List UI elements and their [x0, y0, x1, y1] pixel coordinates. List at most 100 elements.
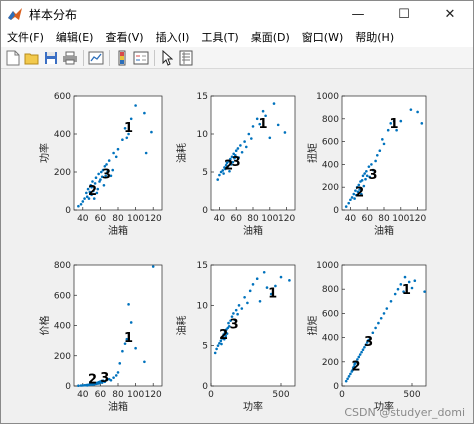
data-point	[221, 335, 225, 339]
cluster-label: 2	[355, 185, 364, 200]
x-tick-label: 120	[145, 214, 162, 224]
data-point	[90, 185, 93, 189]
axes-box	[341, 264, 427, 387]
data-point	[106, 170, 109, 174]
data-point	[268, 136, 272, 140]
title-bar[interactable]: 样本分布 — ☐ ✕	[1, 1, 473, 27]
data-point	[344, 379, 348, 383]
data-point	[396, 287, 400, 291]
cluster-label: 3	[102, 168, 111, 183]
data-point	[125, 337, 129, 341]
data-point	[234, 149, 238, 153]
data-point	[233, 318, 237, 322]
data-point	[112, 376, 115, 379]
open-file-icon[interactable]	[23, 49, 41, 67]
data-point	[229, 163, 233, 166]
data-point	[243, 140, 246, 143]
data-point	[107, 159, 111, 162]
y-tick-label: 0	[333, 206, 339, 216]
y-tick-label: 200	[54, 352, 71, 362]
data-point	[229, 157, 232, 161]
data-point	[143, 111, 146, 115]
data-point	[357, 183, 361, 187]
data-point	[389, 122, 393, 125]
data-point	[353, 197, 356, 200]
data-point	[361, 174, 365, 178]
minimize-button[interactable]: —	[351, 6, 365, 22]
x-tick-label: 100	[127, 390, 144, 400]
link-plot-icon[interactable]	[87, 49, 105, 67]
data-point	[103, 380, 107, 384]
data-point	[123, 127, 127, 130]
maximize-button[interactable]: ☐	[398, 6, 410, 22]
data-point	[221, 169, 225, 172]
y-tick-label: 800	[322, 115, 339, 125]
figure-toolbar	[1, 47, 473, 69]
data-point	[121, 138, 124, 141]
y-tick-label: 5	[202, 342, 208, 352]
data-point	[99, 178, 102, 181]
data-point	[222, 333, 225, 336]
x-tick-label: 80	[112, 214, 124, 224]
edit-plot-icon[interactable]	[158, 49, 176, 67]
menu-view[interactable]: 查看(V)	[105, 31, 144, 44]
data-point	[225, 332, 229, 335]
x-tick-label: 80	[112, 390, 124, 400]
x-axis-label: 功率	[374, 400, 394, 413]
cluster-label: 2	[88, 184, 97, 199]
data-point	[222, 172, 225, 175]
data-point	[354, 193, 358, 197]
data-point	[416, 110, 419, 114]
data-point	[103, 165, 107, 168]
menu-help[interactable]: 帮助(H)	[355, 31, 395, 44]
y-tick-label: 200	[322, 183, 339, 193]
save-icon[interactable]	[42, 49, 60, 67]
data-point	[381, 138, 384, 141]
data-point	[250, 137, 253, 140]
data-point	[244, 145, 248, 149]
data-point	[236, 312, 239, 316]
data-point	[423, 290, 426, 293]
data-point	[237, 156, 241, 159]
cluster-label: 1	[259, 117, 268, 132]
data-point	[96, 187, 100, 191]
close-button[interactable]: ✕	[444, 6, 456, 22]
y-tick-label: 400	[54, 322, 71, 332]
data-point	[392, 119, 396, 123]
print-icon[interactable]	[61, 49, 79, 67]
menu-edit[interactable]: 编辑(E)	[55, 31, 94, 44]
data-point	[99, 170, 103, 174]
y-axis-label: 油耗	[175, 316, 188, 336]
menu-file[interactable]: 文件(F)	[7, 31, 44, 44]
x-tick-label: 60	[230, 214, 242, 224]
insert-legend-icon[interactable]	[132, 49, 150, 67]
data-point	[264, 114, 267, 118]
menu-insert[interactable]: 插入(I)	[155, 31, 190, 44]
y-tick-label: 1000	[316, 92, 339, 102]
data-point	[213, 351, 217, 355]
data-point	[234, 308, 238, 312]
data-point	[364, 343, 368, 347]
menu-tools[interactable]: 工具(T)	[201, 31, 239, 44]
menu-desktop[interactable]: 桌面(D)	[250, 31, 290, 44]
y-tick-label: 0	[333, 382, 339, 392]
menu-window[interactable]: 窗口(W)	[301, 31, 344, 44]
data-point	[87, 197, 91, 200]
x-tick-label: 60	[95, 390, 107, 400]
data-point	[93, 182, 97, 185]
data-point	[225, 161, 229, 165]
data-point	[232, 152, 235, 156]
figure-canvas[interactable]: 40 60 80 100 120 0 200 400 600 油箱 功率 1 2 3 40 60 80 100 12…	[1, 70, 473, 423]
data-point	[233, 157, 236, 160]
cluster-label: 2	[224, 159, 233, 174]
data-point	[386, 128, 390, 132]
data-point	[367, 165, 371, 168]
insert-colorbar-icon[interactable]	[113, 49, 131, 67]
data-point	[92, 189, 95, 193]
data-point	[114, 374, 118, 377]
new-figure-icon[interactable]	[4, 49, 22, 67]
property-inspector-icon[interactable]	[177, 49, 195, 67]
data-point	[216, 344, 220, 347]
y-tick-label: 400	[322, 160, 339, 170]
